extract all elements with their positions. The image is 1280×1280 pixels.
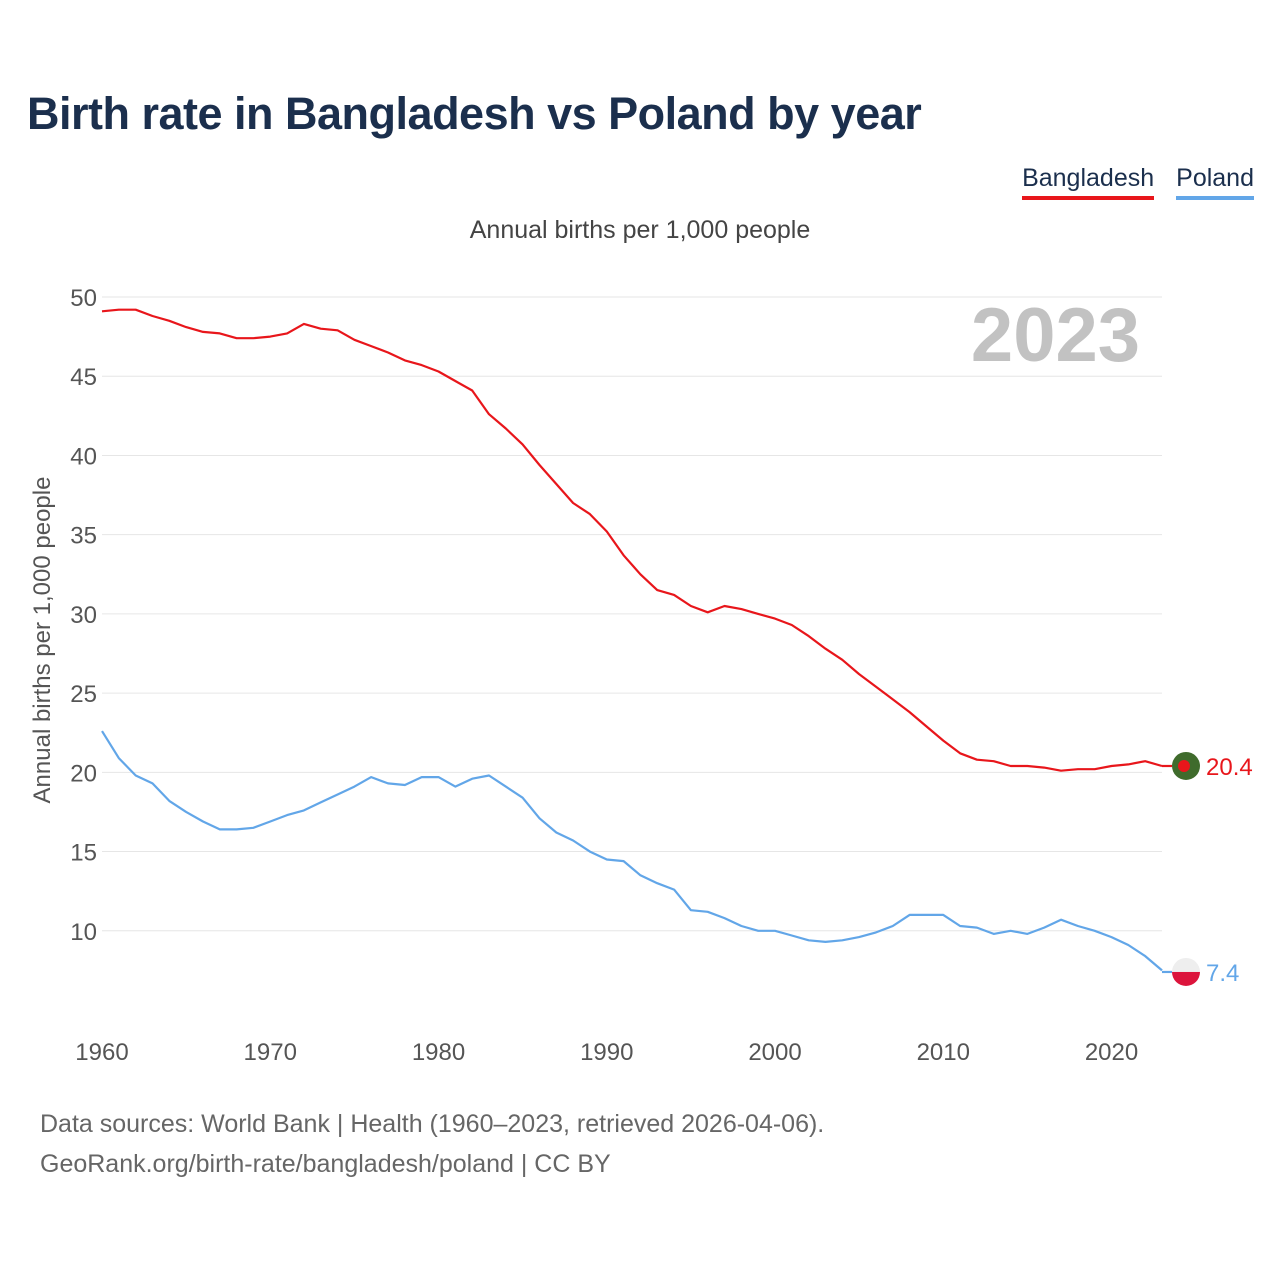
flag-poland-lower bbox=[1172, 971, 1200, 986]
chart-subtitle: Annual births per 1,000 people bbox=[469, 216, 811, 244]
x-tick-label: 1980 bbox=[412, 1039, 465, 1066]
x-tick-label: 1960 bbox=[75, 1039, 128, 1066]
footer: Data sources: World Bank | Health (1960–… bbox=[40, 1104, 824, 1184]
y-tick-label: 15 bbox=[70, 840, 97, 867]
y-tick-label: 30 bbox=[70, 602, 97, 629]
flag-bangladesh-disc bbox=[1178, 759, 1190, 772]
x-tick-label: 1990 bbox=[580, 1039, 633, 1066]
y-tick-label: 10 bbox=[70, 919, 97, 946]
y-tick-label: 40 bbox=[70, 443, 97, 470]
flag-poland-icon bbox=[1172, 957, 1200, 972]
y-tick-label: 50 bbox=[70, 285, 97, 312]
legend: Bangladesh Poland bbox=[1022, 164, 1254, 200]
footer-credit[interactable]: GeoRank.org/birth-rate/bangladesh/poland… bbox=[40, 1150, 611, 1178]
line-chart: 10 15 20 25 30 35 40 45 50 1960 1970 1980 1990 2000 20… bbox=[29, 285, 1253, 1066]
series-line-bangladesh bbox=[101, 308, 1163, 772]
y-tick-label: 35 bbox=[70, 523, 97, 550]
x-tick-label: 1970 bbox=[244, 1039, 297, 1066]
x-tick-label: 2000 bbox=[748, 1039, 801, 1066]
series-line-poland bbox=[101, 730, 1163, 972]
x-tick-label: 2010 bbox=[917, 1039, 970, 1066]
chart-title: Birth rate in Bangladesh vs Poland by ye… bbox=[27, 88, 922, 139]
y-axis-label: Annual births per 1,000 people bbox=[29, 477, 56, 804]
legend-item-bangladesh[interactable]: Bangladesh bbox=[1022, 164, 1155, 200]
end-value-bangladesh: 20.4 bbox=[1206, 754, 1253, 781]
y-tick-label: 20 bbox=[70, 760, 97, 787]
y-tick-label: 25 bbox=[70, 681, 97, 708]
legend-item-poland[interactable]: Poland bbox=[1176, 164, 1254, 200]
year-label: 2023 bbox=[971, 293, 1140, 378]
end-value-poland: 7.4 bbox=[1206, 960, 1239, 987]
footer-sources: Data sources: World Bank | Health (1960–… bbox=[40, 1110, 825, 1138]
x-tick-label: 2020 bbox=[1085, 1039, 1138, 1066]
y-tick-label: 45 bbox=[70, 364, 97, 391]
